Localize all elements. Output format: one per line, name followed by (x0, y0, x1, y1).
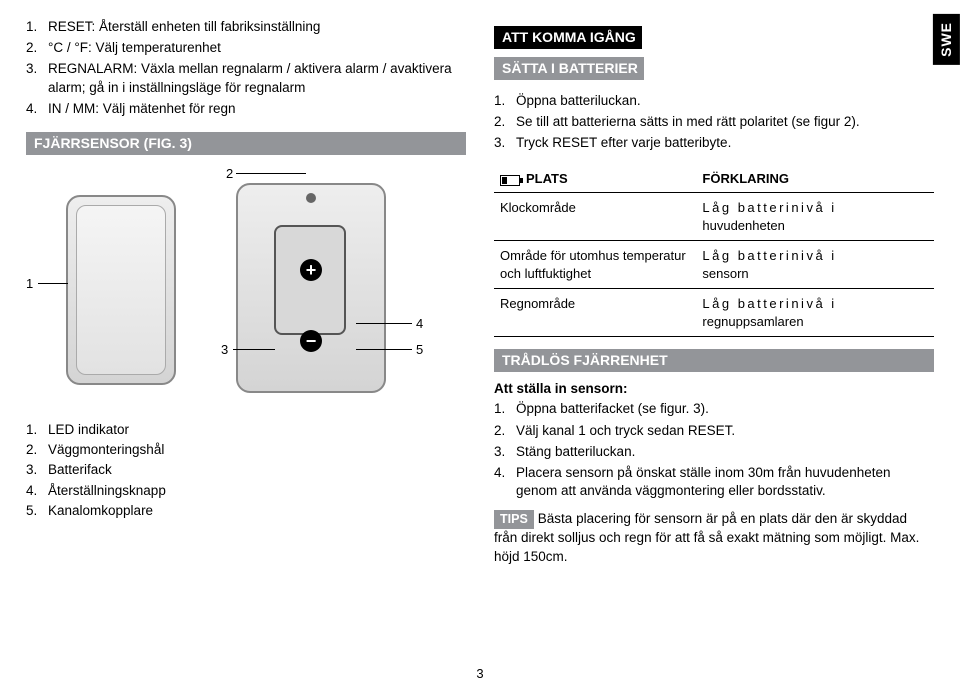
mount-hole-icon (306, 193, 316, 203)
list-item: 4.Återställningsknapp (26, 482, 466, 500)
tips-paragraph: TIPSBästa placering för sensorn är på en… (494, 510, 934, 565)
device-front (66, 195, 176, 385)
table-row: Regnområde Låg batterinivå iregnuppsamla… (494, 289, 934, 337)
callout-1: 1 (26, 275, 33, 293)
battery-table: PLATS FÖRKLARING Klockområde Låg batteri… (494, 166, 934, 337)
list-item: 2.Väggmonteringshål (26, 441, 466, 459)
list-item: 3.Tryck RESET efter varje batteribyte. (494, 134, 934, 152)
figure-3: + − 1 2 3 4 5 (26, 165, 446, 405)
right-column: ATT KOMMA IGÅNG SÄTTA I BATTERIER 1.Öppn… (494, 18, 934, 566)
list-item: 4.Placera sensorn på önskat ställe inom … (494, 464, 934, 500)
list-item: 3.Batterifack (26, 461, 466, 479)
callout-3: 3 (221, 341, 228, 359)
callout-2: 2 (226, 165, 233, 183)
callout-5: 5 (416, 341, 423, 359)
heading-fjarrsensor: FJÄRRSENSOR (FIG. 3) (26, 132, 466, 155)
list-item: 2.Se till att batterierna sätts in med r… (494, 113, 934, 131)
led-dot (117, 217, 125, 225)
sensor-steps: 1.Öppna batterifacket (se figur. 3). 2.V… (494, 400, 934, 500)
list-item: 1.LED indikator (26, 421, 466, 439)
language-tab: SWE (933, 14, 960, 65)
left-column: 1.RESET: Återställ enheten till fabriksi… (26, 18, 466, 566)
battery-steps: 1.Öppna batteriluckan. 2.Se till att bat… (494, 92, 934, 153)
callout-4: 4 (416, 315, 423, 333)
list-item: 2.Välj kanal 1 och tryck sedan RESET. (494, 422, 934, 440)
heading-remote: TRÅDLÖS FJÄRRENHET (494, 349, 934, 372)
table-row: Klockområde Låg batterinivå ihuvudenhete… (494, 192, 934, 240)
list-item: 4.IN / MM: Välj mätenhet för regn (26, 100, 466, 118)
list-item: 1.Öppna batterifacket (se figur. 3). (494, 400, 934, 418)
heading-getting-started: ATT KOMMA IGÅNG (494, 26, 642, 49)
battery-icon (500, 175, 520, 186)
tips-badge: TIPS (494, 510, 534, 529)
page: 1.RESET: Återställ enheten till fabriksi… (0, 0, 960, 576)
list-item: 3.Stäng batteriluckan. (494, 443, 934, 461)
plus-icon: + (300, 259, 322, 281)
table-row: Område för utomhus temperatur och luftfu… (494, 241, 934, 289)
list-item: 1.Öppna batteriluckan. (494, 92, 934, 110)
list-item: 1.RESET: Återställ enheten till fabriksi… (26, 18, 466, 36)
list-item: 5.Kanalomkopplare (26, 502, 466, 520)
top-list: 1.RESET: Återställ enheten till fabriksi… (26, 18, 466, 118)
list-item: 2.°C / °F: Välj temperaturenhet (26, 39, 466, 57)
minus-icon: − (300, 330, 322, 352)
table-head: PLATS FÖRKLARING (494, 166, 934, 192)
page-number: 3 (476, 665, 483, 683)
figure-legend: 1.LED indikator 2.Väggmonteringshål 3.Ba… (26, 421, 466, 520)
heading-batteries: SÄTTA I BATTERIER (494, 57, 644, 80)
subhead-set-sensor: Att ställa in sensorn: (494, 380, 934, 398)
list-item: 3.REGNALARM: Växla mellan regnalarm / ak… (26, 60, 466, 96)
